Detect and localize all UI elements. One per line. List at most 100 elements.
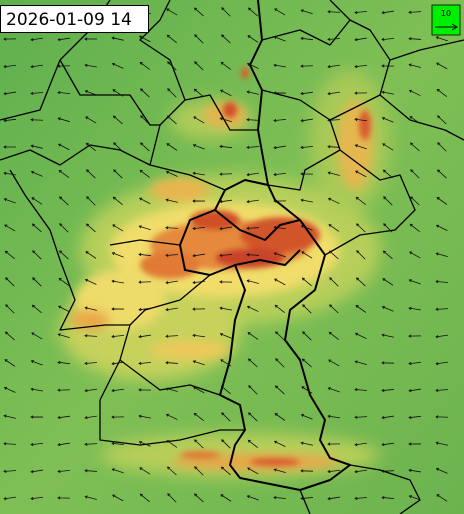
wind-arrow xyxy=(57,469,71,474)
wind-arrow xyxy=(246,118,260,122)
wind-arrow xyxy=(300,145,314,150)
wind-arrow xyxy=(113,142,123,152)
wind-arrow xyxy=(247,332,259,340)
wind-arrow xyxy=(354,415,368,419)
wind-arrow xyxy=(246,199,259,204)
wind-arrow xyxy=(408,89,421,96)
wind-arrow xyxy=(219,332,232,339)
wind-arrow xyxy=(165,226,179,230)
wind-arrow xyxy=(274,413,286,421)
wind-arrow xyxy=(327,197,340,204)
wind-arrow xyxy=(3,496,16,501)
wind-arrow xyxy=(274,304,285,313)
wind-arrow xyxy=(408,279,421,285)
wind-arrow xyxy=(86,196,96,206)
wind-arrow xyxy=(246,62,259,69)
wind-arrow xyxy=(140,88,150,98)
wind-arrow xyxy=(246,172,259,177)
wind-arrow xyxy=(383,196,393,206)
wind-arrow xyxy=(112,196,123,206)
wind-arrow xyxy=(220,61,232,70)
wind-arrow xyxy=(436,62,448,70)
wind-arrow xyxy=(165,253,179,257)
wind-arrow xyxy=(248,412,258,422)
wind-arrow xyxy=(275,358,285,368)
wind-arrow xyxy=(409,223,420,233)
wind-arrow xyxy=(165,334,179,338)
wind-arrow xyxy=(246,495,259,501)
wind-arrow xyxy=(247,358,258,368)
wind-arrow xyxy=(328,331,339,341)
wind-arrow xyxy=(437,115,447,125)
wind-arrow xyxy=(138,361,152,366)
wind-arrow xyxy=(3,171,16,176)
wind-arrow xyxy=(31,223,42,233)
wind-arrow xyxy=(327,469,341,474)
wind-arrow xyxy=(354,388,368,392)
wind-arrow xyxy=(273,496,287,500)
wind-arrow xyxy=(192,253,205,258)
wind-arrow xyxy=(248,385,258,395)
wind-arrow xyxy=(408,388,421,393)
wind-arrow xyxy=(381,442,394,447)
wind-arrow xyxy=(219,172,233,176)
wind-arrow xyxy=(59,250,69,260)
wind-arrow xyxy=(111,388,125,393)
wind-arrow xyxy=(165,170,178,177)
wind-arrow xyxy=(327,496,340,501)
wind-arrow xyxy=(166,143,178,151)
wind-arrow xyxy=(329,277,339,287)
wind-arrow xyxy=(435,307,449,311)
wind-arrow xyxy=(300,172,314,176)
wind-arrow xyxy=(408,306,421,311)
wind-arrow xyxy=(140,115,150,125)
wind-arrow xyxy=(328,224,340,232)
wind-arrow xyxy=(381,415,394,420)
wind-arrow xyxy=(354,360,367,365)
wind-arrow xyxy=(3,386,16,393)
wind-arrow xyxy=(327,91,340,96)
wind-arrow xyxy=(193,7,204,17)
wind-arrow xyxy=(300,9,313,15)
wind-arrow xyxy=(165,280,178,285)
wind-arrow xyxy=(221,412,231,422)
wind-arrow xyxy=(300,441,313,446)
wind-arrow xyxy=(356,250,366,260)
wind-arrow xyxy=(354,144,367,150)
wind-arrow xyxy=(300,413,313,420)
wind-arrow xyxy=(30,442,44,447)
wind-arrow xyxy=(3,145,17,149)
wind-arrow xyxy=(192,199,206,203)
wind-arrow xyxy=(300,469,314,473)
wind-arrow xyxy=(381,361,395,365)
wind-arrow xyxy=(300,64,314,68)
wind-arrow xyxy=(139,197,151,205)
wind-arrow xyxy=(30,469,43,474)
wind-arrow xyxy=(111,279,124,284)
wind-arrow xyxy=(327,145,341,149)
wind-arrow xyxy=(84,278,97,285)
wind-arrow xyxy=(408,334,422,338)
wind-arrow xyxy=(165,387,178,392)
wind-arrow xyxy=(301,251,313,259)
wind-legend-label: 10 xyxy=(441,9,451,18)
wind-arrow xyxy=(30,415,44,419)
wind-arrow xyxy=(300,198,313,203)
wind-arrow xyxy=(4,224,16,232)
wind-arrow xyxy=(84,90,97,96)
wind-arrow xyxy=(31,197,43,205)
wind-arrow xyxy=(327,442,341,446)
wind-arrow xyxy=(194,466,204,476)
wind-arrow xyxy=(166,115,177,125)
wind-arrow xyxy=(381,495,395,500)
wind-arrow xyxy=(112,224,124,232)
wind-arrow xyxy=(5,277,15,287)
wind-arrow xyxy=(84,495,97,500)
wind-arrow xyxy=(30,37,43,42)
wind-arrow xyxy=(3,91,16,96)
wind-arrow xyxy=(408,495,421,501)
wind-arrow xyxy=(85,251,97,259)
wind-arrow xyxy=(435,388,449,392)
wind-arrow xyxy=(328,250,339,260)
